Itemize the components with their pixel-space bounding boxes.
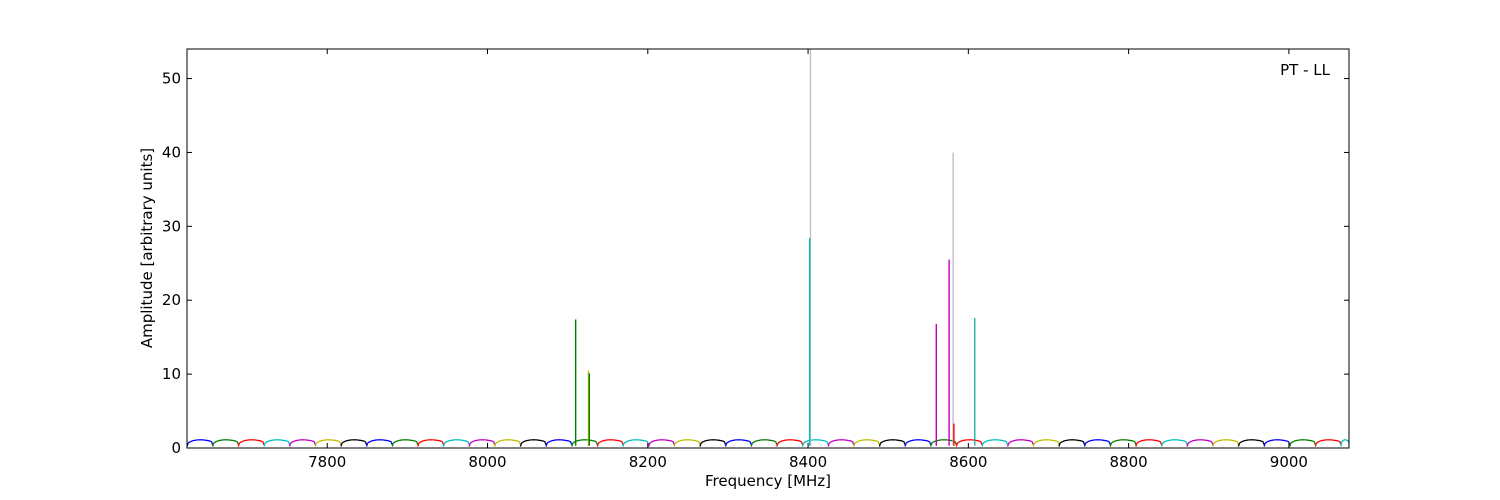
channel-line — [391, 439, 419, 447]
y-tick-label: 0 — [171, 439, 181, 457]
channel-line — [1058, 439, 1086, 447]
channel-line — [1212, 439, 1240, 447]
x-tick-label: 8000 — [468, 453, 506, 471]
channel-line — [545, 439, 573, 447]
channel-line — [673, 439, 701, 447]
x-axis: 7800 8000 8200 8400 8600 8800 9000 — [308, 49, 1308, 471]
channel-line — [1109, 439, 1137, 447]
channel-line — [417, 439, 445, 447]
channel-line — [878, 439, 906, 447]
channel-line — [442, 439, 470, 447]
channel-line — [186, 439, 214, 447]
channel-line — [1160, 439, 1188, 447]
spectrum-lines — [186, 439, 1350, 447]
channel-line — [340, 439, 368, 447]
channel-line — [955, 439, 983, 447]
channel-line — [596, 439, 624, 447]
x-tick-label: 8600 — [949, 453, 987, 471]
channel-line — [211, 439, 239, 447]
channel-line — [1340, 439, 1350, 447]
channel-line — [468, 439, 496, 447]
channel-line — [853, 439, 881, 447]
spike-lines — [574, 49, 976, 446]
x-tick-label: 9000 — [1270, 453, 1308, 471]
y-tick-label: 10 — [162, 365, 181, 383]
channel-line — [930, 439, 957, 447]
y-tick-label: 40 — [162, 143, 181, 161]
channel-line — [1289, 439, 1316, 447]
y-axis: 0 10 20 30 40 50 — [162, 70, 1349, 457]
y-tick-label: 50 — [162, 70, 181, 88]
y-axis-label: Amplitude [arbitrary units] — [138, 148, 156, 348]
channel-line — [288, 439, 316, 447]
channel-line — [904, 439, 932, 447]
channel-line — [699, 439, 727, 447]
channel-line — [622, 439, 650, 447]
channel-line — [263, 439, 291, 447]
channel-line — [1263, 439, 1291, 447]
channel-line — [647, 439, 675, 447]
y-tick-label: 30 — [162, 217, 181, 235]
channel-line — [724, 439, 752, 447]
x-tick-label: 8400 — [789, 453, 827, 471]
channel-line — [1314, 439, 1342, 447]
channel-line — [981, 439, 1009, 447]
channel-line — [237, 439, 265, 447]
channel-line — [1237, 439, 1265, 447]
channel-line — [1135, 439, 1163, 447]
channel-line — [801, 439, 829, 447]
x-tick-label: 8200 — [629, 453, 667, 471]
x-tick-label: 8800 — [1110, 453, 1148, 471]
channel-line — [750, 439, 778, 447]
channel-line — [314, 439, 342, 447]
chart-annotation: PT - LL — [1280, 61, 1331, 79]
channel-line — [519, 439, 547, 447]
x-tick-label: 7800 — [308, 453, 346, 471]
channel-line — [1006, 439, 1034, 447]
channel-line — [827, 439, 855, 447]
channel-line — [776, 439, 804, 447]
plot-frame — [186, 48, 1350, 449]
x-axis-label: Frequency [MHz] — [705, 472, 831, 490]
channel-line — [1083, 439, 1111, 447]
channel-line — [365, 439, 393, 447]
channel-line — [1032, 439, 1060, 447]
y-tick-label: 20 — [162, 291, 181, 309]
channel-line — [1186, 439, 1214, 447]
channel-line — [494, 439, 522, 447]
